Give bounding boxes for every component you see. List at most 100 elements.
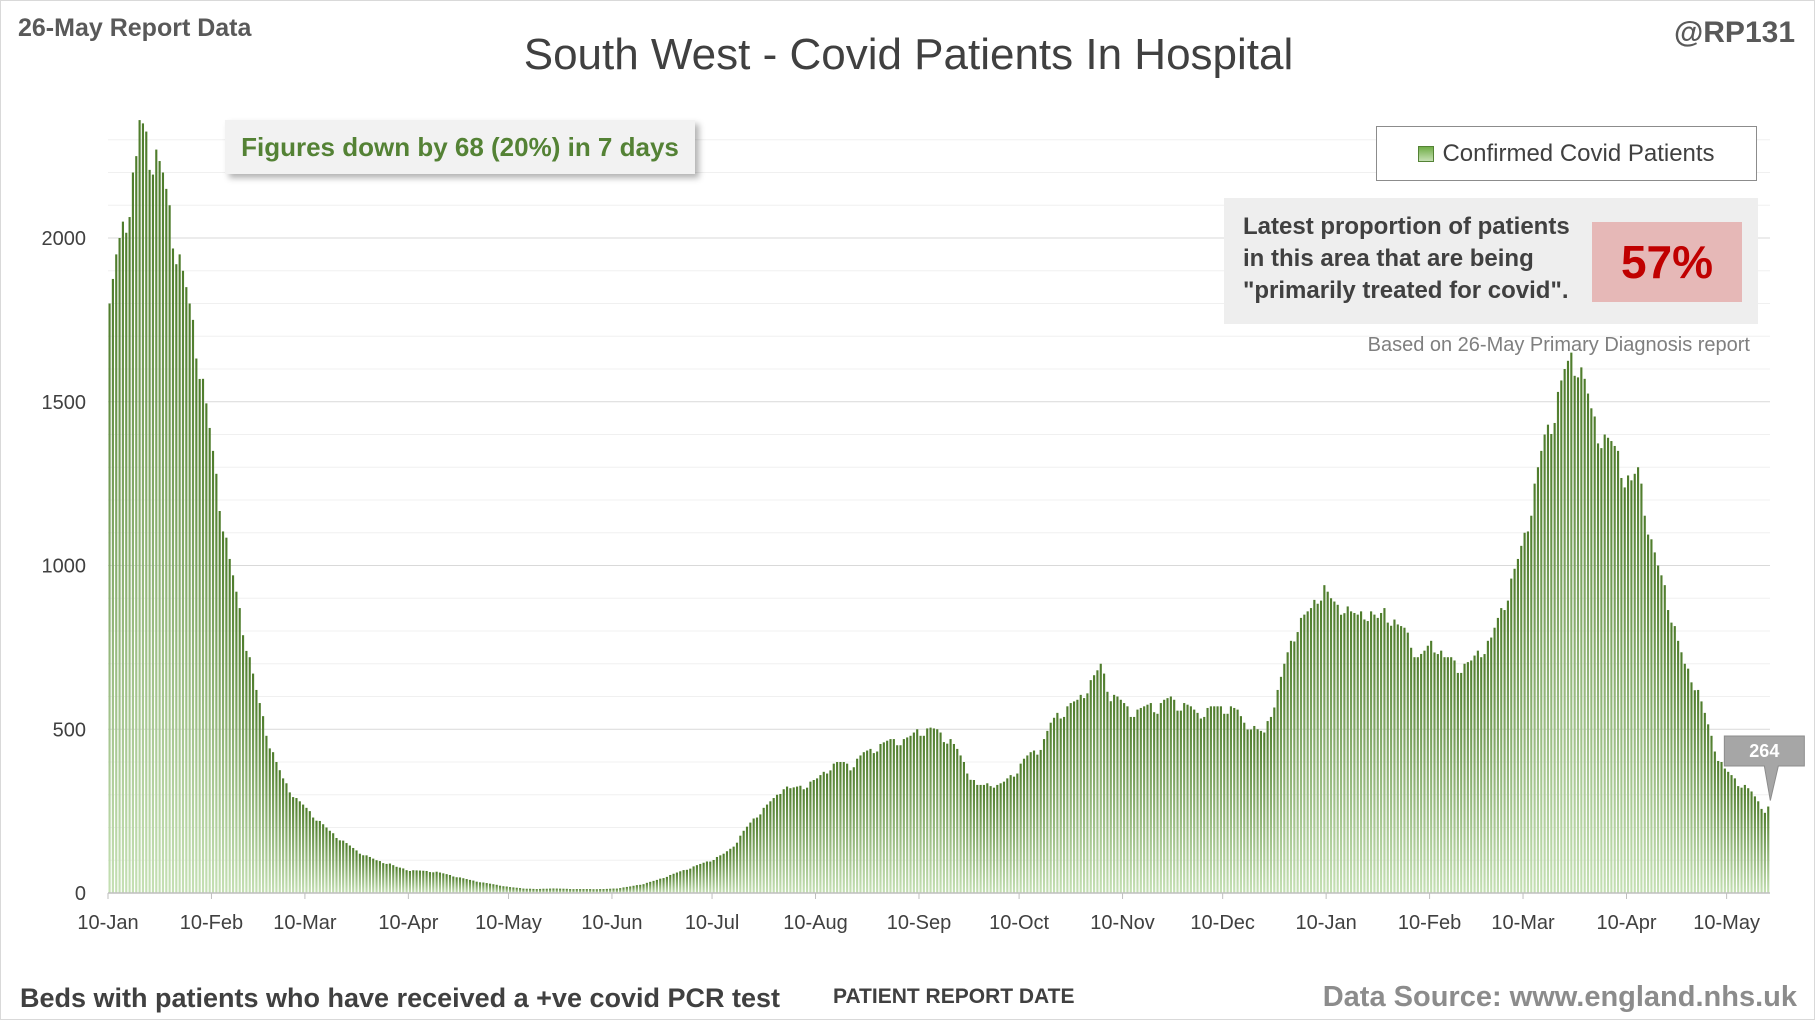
bar <box>1550 433 1553 893</box>
bar <box>241 635 245 893</box>
bar <box>972 780 976 893</box>
bar <box>729 848 732 893</box>
bar <box>392 865 395 893</box>
bar <box>572 889 575 893</box>
bar <box>508 887 512 893</box>
bar <box>1460 672 1463 893</box>
bar <box>896 745 899 893</box>
bar <box>1473 655 1476 893</box>
bar <box>916 729 919 893</box>
bar <box>976 784 979 893</box>
bar <box>1760 808 1763 893</box>
bar <box>1269 716 1273 893</box>
bar <box>876 751 879 893</box>
bar <box>1113 694 1116 893</box>
bar <box>158 161 161 894</box>
bar <box>899 745 902 893</box>
bar <box>1169 696 1172 893</box>
bar <box>555 888 558 893</box>
y-tick-label: 2000 <box>42 228 87 250</box>
bar <box>155 149 158 893</box>
bar <box>949 739 952 893</box>
bar <box>1196 712 1199 893</box>
bar <box>498 885 502 893</box>
bar <box>849 770 852 893</box>
x-tick-label: 10-Feb <box>1398 912 1461 934</box>
bar <box>1083 698 1086 893</box>
bar <box>1396 624 1399 893</box>
bar <box>305 807 308 893</box>
bar <box>1606 437 1610 893</box>
bar <box>131 172 134 893</box>
bar <box>1386 622 1389 893</box>
bar <box>1303 614 1306 893</box>
bar <box>335 837 338 893</box>
bar <box>178 254 181 893</box>
bar <box>1526 531 1530 893</box>
bar <box>1596 443 1600 893</box>
bar <box>1673 626 1676 893</box>
bar <box>539 888 542 893</box>
bar <box>1433 652 1436 893</box>
bar <box>1062 716 1066 893</box>
bar <box>859 755 862 893</box>
bar <box>1733 778 1736 893</box>
bar <box>1079 694 1082 893</box>
bar <box>238 608 241 893</box>
bar <box>642 884 645 893</box>
x-tick-label: 10-Oct <box>989 912 1049 934</box>
bar <box>228 558 231 893</box>
bar <box>1720 762 1723 893</box>
bar <box>719 855 722 893</box>
bar <box>1026 755 1029 893</box>
bar <box>375 860 378 893</box>
bar <box>165 188 168 893</box>
bar <box>1159 703 1162 893</box>
bar <box>1109 701 1112 893</box>
bar <box>802 789 805 893</box>
bar <box>1089 680 1092 893</box>
proportion-value: 57% <box>1592 222 1742 302</box>
bar <box>745 826 749 893</box>
bar <box>515 887 518 893</box>
bar <box>355 850 358 893</box>
bar <box>278 770 281 893</box>
bar <box>732 846 735 893</box>
bar <box>549 888 552 893</box>
bar <box>1146 704 1149 893</box>
bar <box>302 804 305 893</box>
bar <box>422 870 425 893</box>
bar <box>1119 699 1122 893</box>
bar <box>1620 477 1623 893</box>
bar <box>632 885 635 893</box>
bar <box>625 886 628 893</box>
bar <box>752 818 755 893</box>
x-tick-label: 10-Apr <box>378 912 438 934</box>
bar <box>462 878 465 893</box>
x-tick-label: 10-Apr <box>1596 912 1656 934</box>
bar <box>1029 752 1032 893</box>
data-source: Data Source: www.england.nhs.uk <box>1322 981 1797 1013</box>
bar <box>258 703 261 893</box>
bar <box>1426 645 1429 893</box>
bar <box>1176 710 1179 893</box>
bar <box>1380 612 1383 893</box>
bar <box>1016 773 1019 893</box>
bar <box>1717 760 1720 893</box>
bar <box>1506 600 1509 893</box>
bar <box>695 865 699 893</box>
bar <box>191 319 195 893</box>
bar <box>308 811 311 893</box>
bar <box>1626 475 1630 893</box>
bar <box>1249 729 1253 893</box>
bar <box>846 763 849 893</box>
bar <box>1630 480 1633 893</box>
bar <box>1440 650 1443 893</box>
bar <box>1149 703 1152 893</box>
bar <box>1042 739 1046 893</box>
bar <box>208 427 211 893</box>
bar <box>211 450 215 893</box>
bar <box>1453 660 1456 893</box>
change-callout: Figures down by 68 (20%) in 7 days <box>225 120 695 174</box>
bar <box>1276 689 1279 893</box>
